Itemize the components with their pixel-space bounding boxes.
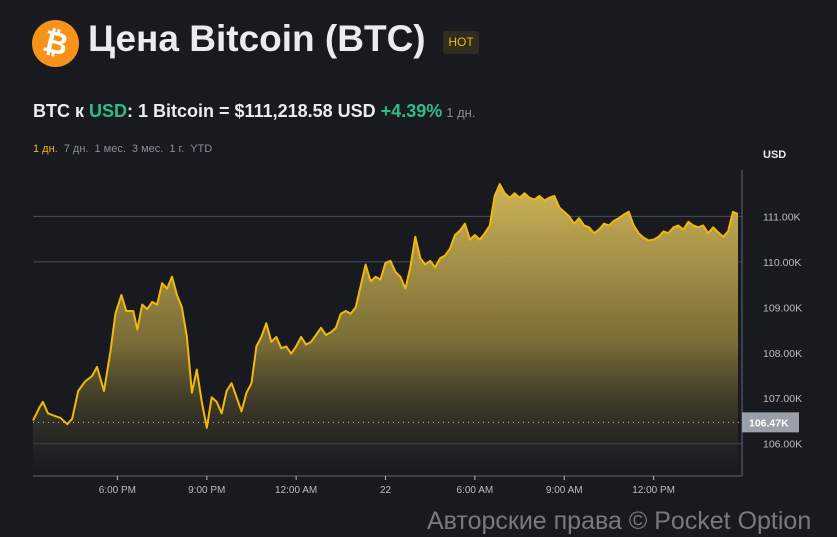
range-tabs: 1 дн. 7 дн. 1 мес. 3 мес. 1 г. YTD — [33, 143, 218, 155]
hot-badge: HOT — [443, 31, 479, 54]
pair-quote-link[interactable]: USD — [89, 101, 128, 121]
area-fill — [33, 184, 738, 476]
change-period: 1 дн. — [446, 105, 476, 120]
reference-label: 106.47K — [749, 417, 789, 429]
price-text: : 1 Bitcoin = $111,218.58 USD — [127, 101, 381, 121]
y-tick-label: 109.00K — [763, 302, 802, 314]
y-tick-label: 108.00K — [763, 348, 802, 360]
price-change: +4.39% — [380, 101, 443, 121]
x-tick-label: 9:00 PM — [188, 485, 225, 496]
range-tab-5[interactable]: YTD — [190, 143, 213, 155]
x-tick-label: 6:00 PM — [99, 485, 136, 496]
x-tick-label: 6:00 AM — [457, 485, 494, 496]
x-tick-label: 9:00 AM — [546, 485, 583, 496]
x-tick-label: 12:00 PM — [632, 485, 675, 496]
range-tab-1[interactable]: 7 дн. — [63, 143, 89, 155]
price-summary: BTC к USD: 1 Bitcoin = $111,218.58 USD +… — [33, 101, 475, 122]
watermark: Авторские права © Pocket Option — [427, 507, 812, 535]
range-tab-0[interactable]: 1 дн. — [33, 143, 58, 155]
x-tick-label: 22 — [380, 485, 392, 496]
bitcoin-logo-icon: ₿ — [32, 20, 79, 67]
range-tab-4[interactable]: 1 г. — [169, 143, 185, 155]
y-tick-label: 111.00K — [763, 211, 801, 223]
y-tick-label: 107.00K — [763, 393, 802, 405]
pair-base: BTC к — [33, 101, 90, 121]
x-tick-label: 12:00 AM — [275, 485, 317, 496]
reference-label-bg — [742, 412, 799, 433]
range-tab-2[interactable]: 1 мес. — [94, 143, 126, 155]
y-axis-unit: USD — [763, 149, 786, 161]
price-line — [32, 183, 739, 429]
y-tick-label: 110.00K — [763, 257, 801, 269]
range-tab-3[interactable]: 3 мес. — [131, 143, 164, 155]
page-title: Цена Bitcoin (BTC) — [88, 18, 426, 59]
y-tick-label: 106.00K — [763, 439, 802, 451]
